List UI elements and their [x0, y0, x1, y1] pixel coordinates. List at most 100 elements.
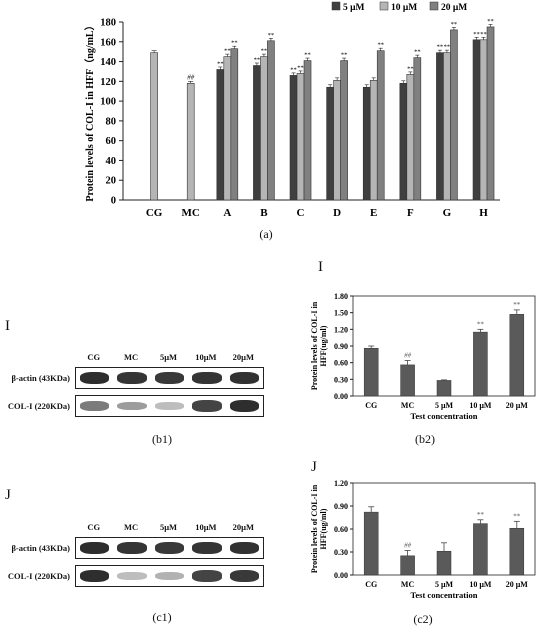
bar: [369, 80, 378, 201]
bar: [413, 57, 422, 201]
significance-marker: **: [290, 66, 297, 73]
blot-strip: [75, 367, 264, 389]
significance-marker: ##: [404, 541, 412, 549]
blot-band: [229, 542, 259, 554]
bar: [450, 29, 458, 201]
blot-band: [117, 372, 147, 384]
lane-label: 5μM: [159, 352, 178, 362]
blot-band: [229, 570, 259, 582]
bar: [289, 75, 298, 201]
blot-band: [80, 542, 110, 554]
x-tick-label: 10 μM: [469, 401, 492, 410]
bar: [362, 86, 371, 201]
legend-label: 5 μM: [343, 3, 365, 13]
lane-label: 10μM: [195, 352, 217, 362]
y-tick-label: 0.00: [334, 571, 348, 580]
significance-marker: **: [224, 48, 231, 55]
significance-marker: **: [451, 21, 458, 28]
x-tick-label: 5 μM: [435, 580, 454, 589]
y-tick-label: 1.80: [334, 292, 348, 301]
blot-band: [154, 542, 185, 554]
significance-marker: **: [254, 57, 261, 64]
panel-label-b2: (b2): [415, 432, 435, 446]
y-tick-label: 1.20: [334, 479, 348, 488]
bar: [230, 48, 239, 201]
y-tick-label: 0.30: [334, 548, 348, 557]
y-tick-label: 0.00: [334, 392, 348, 401]
bar: [376, 50, 385, 201]
y-tick-label: 1.20: [334, 325, 348, 334]
blot-band: [80, 570, 110, 582]
y-tick-label: 100: [100, 97, 116, 108]
x-tick-label: 5 μM: [435, 401, 454, 410]
panel-label-c2: (c2): [413, 612, 433, 626]
panel-label-c1: (c1): [152, 610, 172, 624]
lane-label: CG: [87, 352, 101, 362]
significance-marker: **: [231, 40, 238, 47]
y-tick-label: 160: [100, 37, 116, 48]
panel-letter-b2: I: [318, 259, 323, 275]
blot-row-label: β-actin (43KDa): [11, 543, 70, 553]
y-tick-label: 0.90: [334, 502, 348, 511]
legend-label: 10 μM: [391, 3, 417, 13]
y-tick-label: 120: [100, 77, 116, 88]
blot-row-label: COL-I (220KDa): [7, 571, 70, 581]
bar: [296, 73, 305, 201]
x-tick-label: D: [333, 207, 341, 219]
lane-label: MC: [124, 522, 139, 532]
blot-band: [117, 572, 147, 580]
bar: [509, 314, 525, 397]
x-tick-label: MC: [401, 580, 415, 589]
bar: [473, 331, 488, 397]
y-axis-label-line1: Protein levels of COL-I in: [310, 301, 319, 390]
panel-letter-c1: J: [5, 487, 11, 503]
y-tick-label: 0.90: [334, 342, 348, 351]
blot-band: [154, 571, 185, 581]
significance-marker: **: [477, 511, 485, 519]
y-axis-label-line2: HFF(ug/ml): [319, 325, 328, 366]
blot-band: [154, 372, 185, 384]
x-tick-label: 20 μM: [506, 580, 529, 589]
y-tick-label: 1.50: [334, 309, 348, 318]
bar: [473, 523, 488, 576]
y-axis-label: Protein levels of COL-I in HFF（ng/mL）: [83, 20, 96, 201]
bar: [400, 364, 415, 397]
x-tick-label: MC: [401, 401, 415, 410]
x-tick-label: G: [443, 207, 452, 219]
blot-band: [192, 570, 222, 582]
chart-c2: 0.00 0.30 0.60 0.90 1.20 Protein levels of CO…: [310, 479, 536, 600]
y-tick-label: 60: [106, 136, 117, 147]
western-blot-b1: CG MC 5μM 10μM 20μM β-actin (43KDa) COL-I (220…: [0, 340, 270, 420]
y-tick-label: 80: [106, 116, 117, 127]
y-tick-label: 20: [106, 176, 117, 187]
y-tick-label: 140: [100, 57, 116, 68]
x-tick-label: 10 μM: [469, 580, 492, 589]
blot-band: [192, 372, 222, 384]
bar: [223, 56, 232, 201]
significance-marker: **: [513, 301, 521, 309]
lane-label: CG: [87, 522, 101, 532]
bar: [436, 380, 452, 397]
significance-marker: **: [217, 60, 224, 67]
significance-marker: **: [444, 44, 451, 51]
bar: [443, 52, 451, 201]
bar: [363, 347, 379, 397]
significance-marker: **: [297, 64, 304, 71]
blot-band: [117, 542, 147, 554]
x-tick-label: F: [407, 207, 414, 219]
bar: [436, 550, 452, 576]
bar: [399, 83, 408, 201]
bar: [363, 511, 379, 576]
blot-band: [117, 401, 147, 411]
chart-b2: 0.00 0.30 0.60 0.90 1.20 1.50 1.80 Protein leve…: [310, 292, 536, 421]
bar: [486, 26, 495, 201]
bar: [436, 52, 444, 201]
x-tick-label: H: [479, 207, 488, 219]
panel-label-a: (a): [259, 227, 273, 241]
bar: [406, 74, 415, 201]
significance-marker: **: [513, 512, 521, 520]
blot-band: [192, 542, 222, 554]
bar: [326, 86, 334, 201]
significance-marker: **: [487, 18, 494, 25]
significance-marker: **: [480, 31, 487, 38]
